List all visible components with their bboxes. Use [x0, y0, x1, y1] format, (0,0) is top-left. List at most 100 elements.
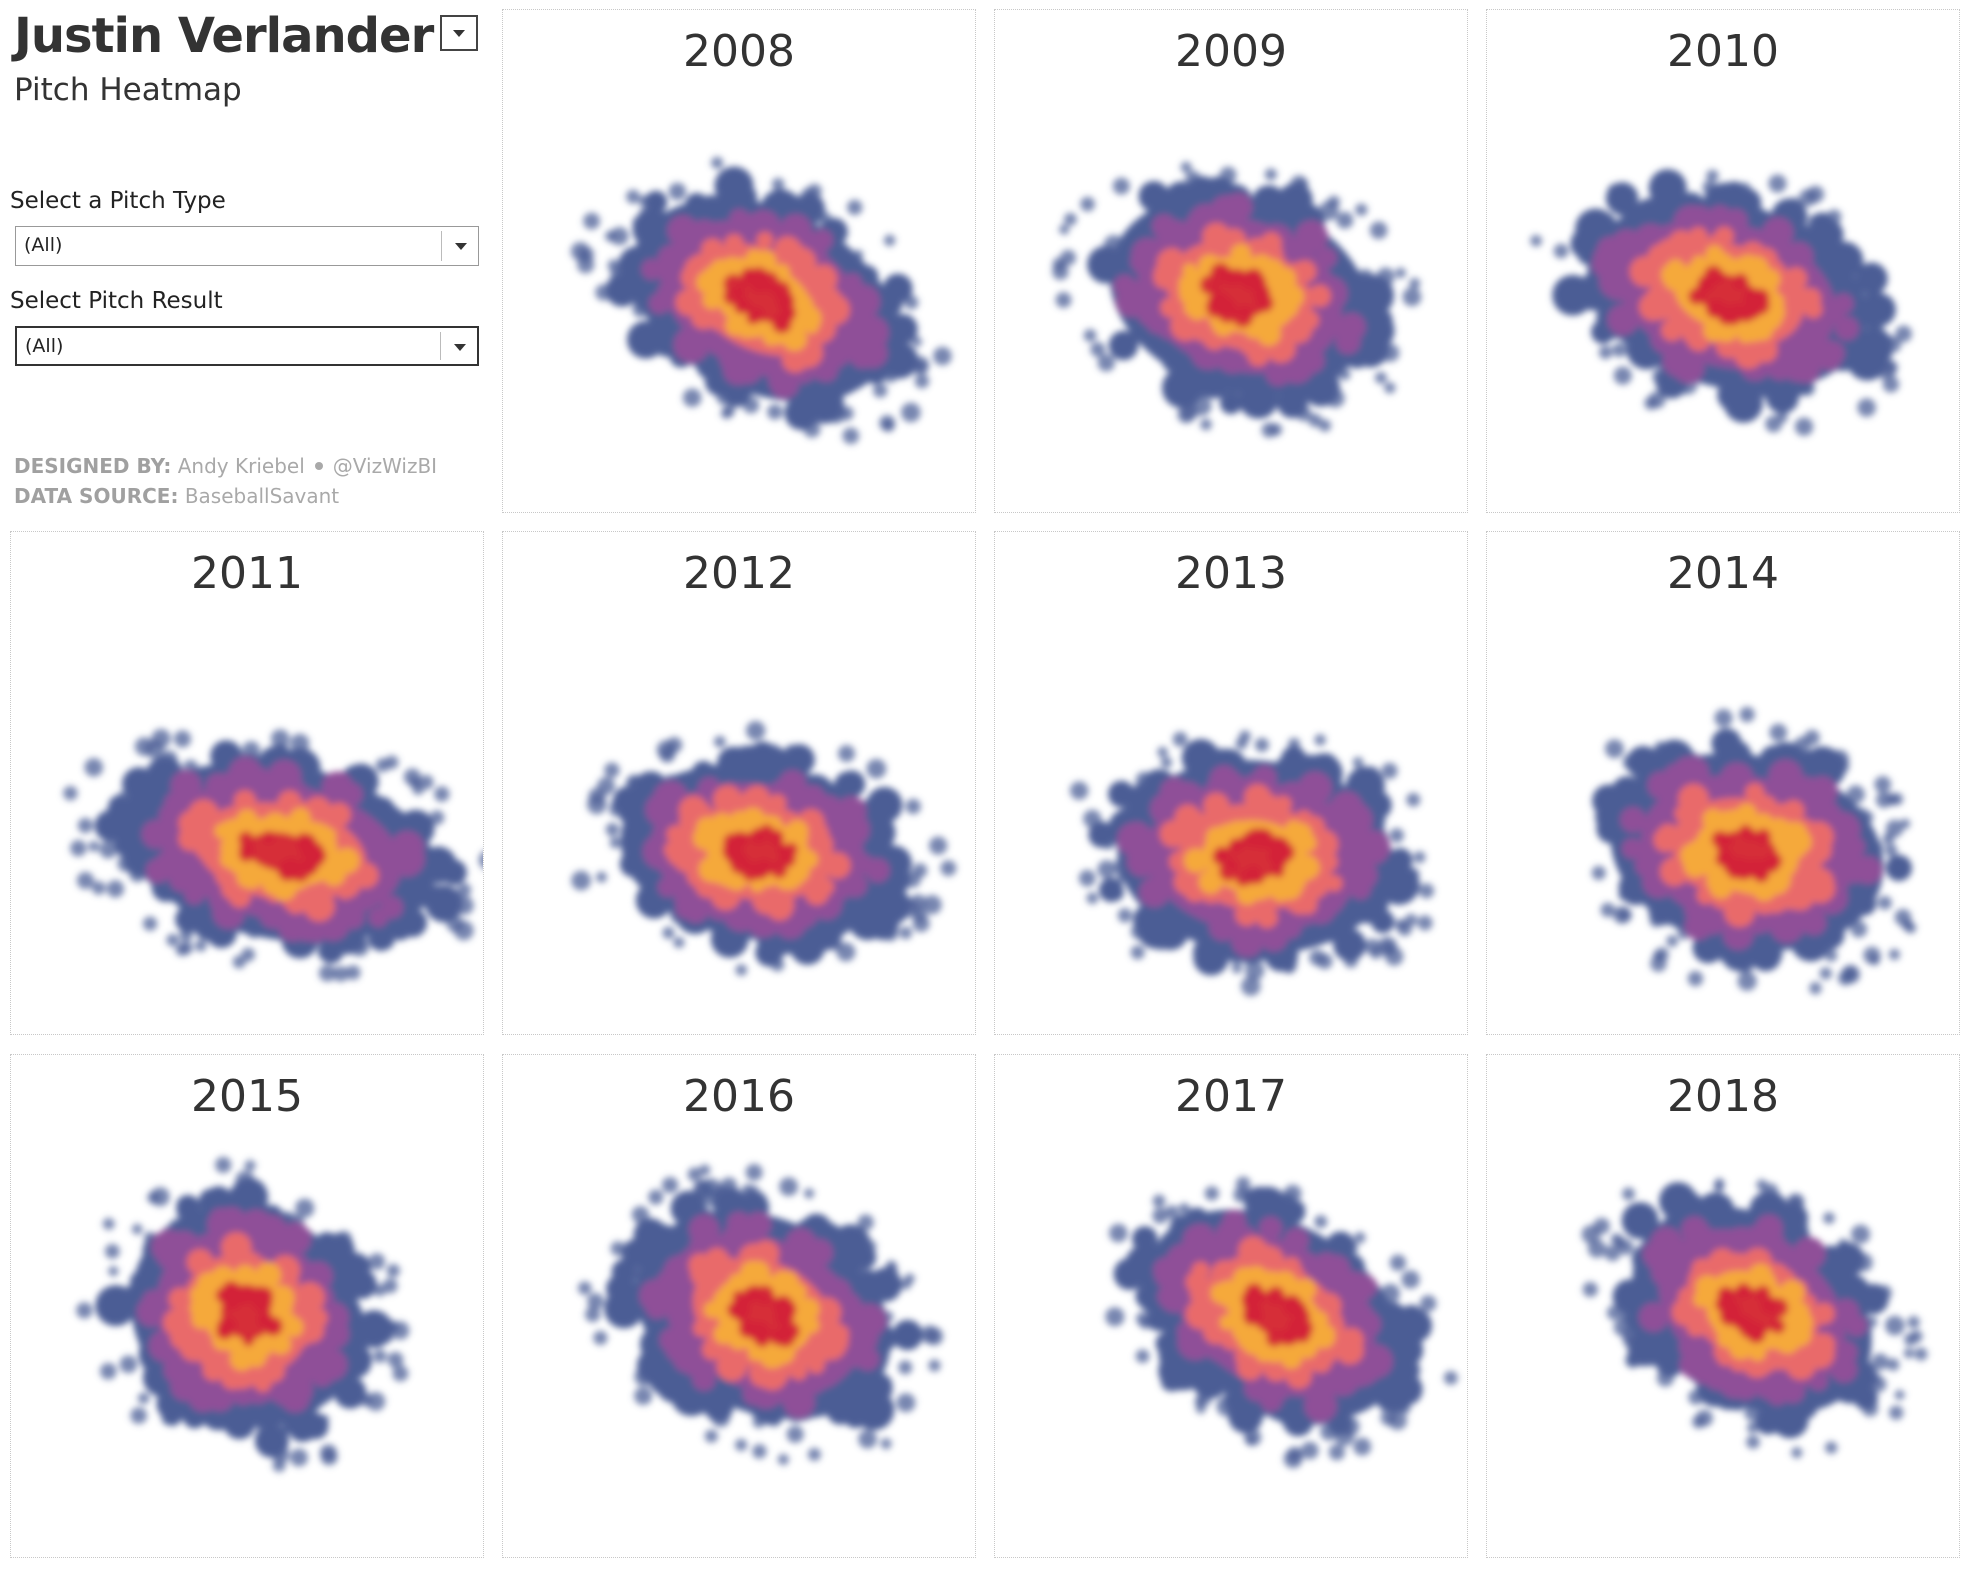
pitch-dot: [119, 1355, 138, 1374]
density-blob: [1313, 1252, 1340, 1279]
pitch-heatmap: [63, 728, 483, 982]
pitch-dot: [1894, 1389, 1905, 1400]
pitch-dot: [166, 933, 179, 947]
density-blob: [1178, 276, 1204, 303]
density-blob: [184, 884, 205, 905]
pitch-dot: [1768, 174, 1787, 193]
density-blob: [882, 273, 913, 304]
density-blob: [1821, 341, 1845, 365]
pitch-dot: [745, 720, 766, 741]
density-blob: [1647, 243, 1674, 271]
density-blob: [441, 859, 467, 886]
heatmap-panel: 2012: [502, 531, 976, 1035]
pitch-dot: [1581, 1225, 1601, 1244]
pitch-heatmap: [1530, 169, 1912, 436]
panel-year-title: 2015: [191, 1071, 303, 1122]
pitch-dot: [1301, 1441, 1319, 1460]
density-blob: [892, 1319, 923, 1351]
credits-designer: DESIGNED BY: Andy Kriebel @VizWizBI: [14, 454, 437, 478]
pitch-dot: [1135, 1312, 1150, 1326]
dashboard-menu-button[interactable]: [440, 15, 478, 51]
pitch-dot: [368, 1253, 386, 1271]
density-blob: [1668, 230, 1695, 257]
pitch-result-label: Select Pitch Result: [10, 288, 223, 314]
pitch-heatmap: [1105, 1176, 1458, 1469]
density-blob: [153, 1332, 173, 1353]
density-blob: [778, 769, 807, 798]
density-blob: [1798, 313, 1821, 335]
density-blob: [1228, 838, 1243, 853]
density-blob: [1612, 1279, 1648, 1314]
density-blob: [1263, 929, 1284, 951]
pitch-dot: [605, 822, 620, 837]
pitch-heatmap: [1070, 730, 1435, 997]
pitch-dot: [571, 870, 591, 891]
pitch-dot: [1336, 211, 1354, 229]
pitch-dot: [858, 1429, 878, 1449]
density-blob: [1855, 262, 1888, 295]
density-blob: [1345, 1301, 1374, 1329]
pitch-dot: [429, 810, 445, 825]
designer-name: Andy Kriebel: [177, 454, 305, 478]
density-blob: [1739, 308, 1753, 323]
select-divider: [440, 332, 441, 360]
pitch-dot: [1824, 1441, 1838, 1454]
pitch-dot: [1819, 967, 1832, 980]
density-blob: [1703, 319, 1725, 342]
pitch-dot: [106, 880, 125, 898]
density-blob: [729, 1299, 750, 1320]
pitch-dot: [609, 836, 622, 849]
pitch-dot: [345, 965, 361, 980]
density-blob: [169, 1323, 197, 1351]
density-blob: [268, 1287, 287, 1306]
density-blob: [738, 322, 755, 339]
pitch-dot: [1530, 234, 1542, 247]
pitch-heatmap: [1581, 1178, 1928, 1459]
density-blob: [1191, 1362, 1229, 1399]
density-blob: [778, 240, 806, 268]
pitch-dot: [1877, 895, 1892, 910]
density-blob: [278, 1235, 302, 1259]
density-blob: [802, 1339, 829, 1366]
density-blob: [774, 1307, 794, 1327]
bullet-icon: [314, 462, 323, 470]
density-blob: [1228, 1398, 1263, 1434]
density-blob: [688, 1253, 713, 1278]
pitch-dot: [1905, 922, 1917, 934]
pitch-dot: [668, 182, 687, 201]
pitch-dot: [104, 1243, 120, 1259]
pitch-type-value: (All): [24, 234, 63, 256]
density-blob: [1327, 1410, 1353, 1436]
pitch-dot: [1610, 1233, 1623, 1245]
density-blob: [779, 850, 796, 868]
panel-year-title: 2008: [683, 26, 795, 77]
density-blob: [1755, 828, 1772, 845]
pitch-dot: [777, 1454, 789, 1466]
density-blob: [1626, 745, 1660, 779]
pitch-dot: [912, 907, 927, 923]
pitch-dot: [1328, 1444, 1345, 1461]
pitch-result-select[interactable]: (All): [15, 326, 479, 366]
density-blob: [1212, 848, 1230, 866]
density-blob: [626, 320, 665, 359]
pitch-dot: [909, 894, 927, 911]
density-blob: [1648, 169, 1687, 208]
dashboard-subtitle: Pitch Heatmap: [14, 72, 242, 108]
pitch-type-label: Select a Pitch Type: [10, 188, 226, 214]
pitch-dot: [577, 256, 595, 274]
density-blob: [1678, 783, 1709, 815]
pitch-dot: [915, 360, 928, 373]
pitch-dot: [1617, 907, 1632, 923]
density-blob: [1768, 1297, 1789, 1318]
pitch-dot: [1846, 785, 1865, 804]
density-blob: [1245, 321, 1262, 339]
density-blob: [1786, 334, 1817, 365]
pitch-dot: [453, 920, 474, 941]
density-blob: [1808, 1370, 1829, 1391]
heatmap-panel: 2013: [994, 531, 1468, 1035]
density-blob: [1230, 243, 1252, 265]
pitch-type-select[interactable]: (All): [15, 226, 479, 266]
pitch-dot: [270, 729, 290, 748]
density-blob: [1720, 181, 1748, 209]
density-blob: [158, 1234, 195, 1271]
